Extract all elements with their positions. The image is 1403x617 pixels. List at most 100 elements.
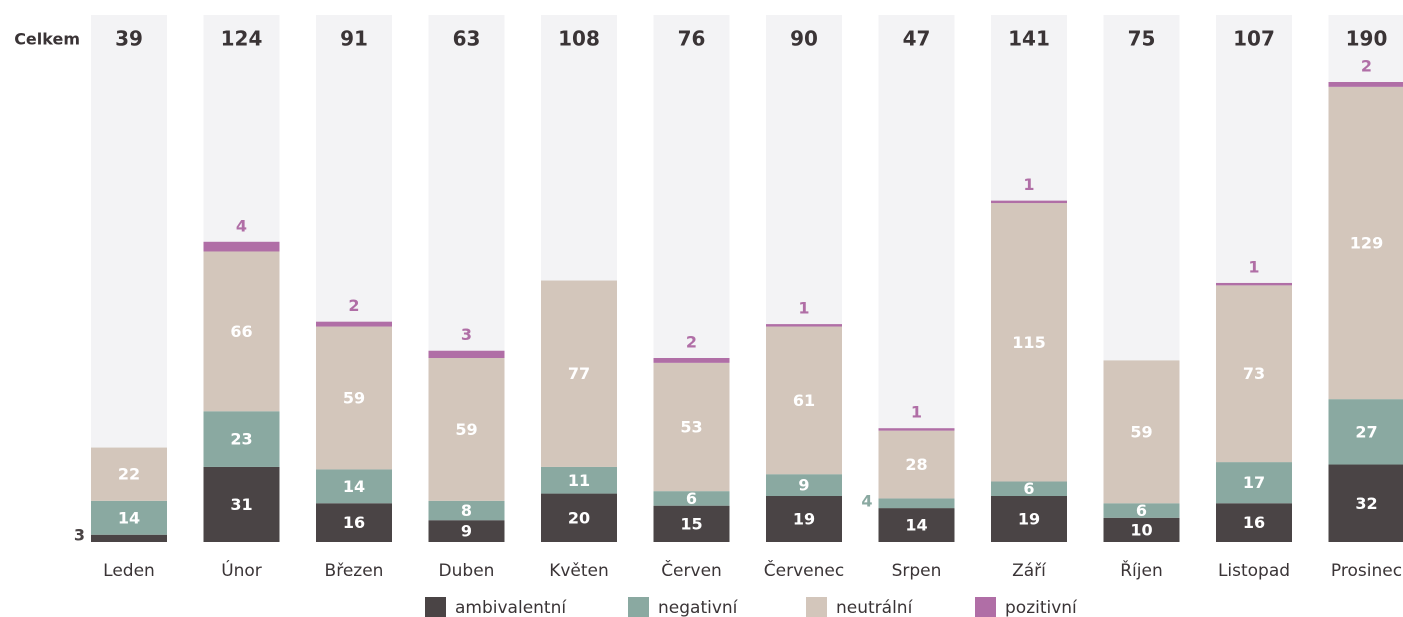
data-label: 9: [798, 476, 809, 495]
total: 47: [903, 27, 931, 51]
data-label: 14: [905, 516, 927, 535]
bar-segment: [316, 326, 392, 470]
bar-segment: [428, 350, 505, 358]
bar-segment: [878, 430, 955, 499]
bar-segment: [1328, 86, 1403, 400]
data-label: 2: [348, 296, 359, 315]
legend-swatch: [975, 597, 996, 617]
data-label: 11: [568, 471, 590, 490]
data-label: 27: [1355, 422, 1377, 441]
data-label: 59: [1130, 422, 1152, 441]
data-label: 6: [1023, 479, 1034, 498]
total: 124: [221, 27, 263, 51]
data-label: 1: [911, 403, 922, 422]
data-label: 129: [1350, 234, 1383, 253]
total: 107: [1233, 27, 1275, 51]
x-tick-label: Leden: [103, 561, 155, 581]
legend-label: ambivalentní: [455, 598, 567, 617]
data-label: 9: [461, 522, 472, 541]
total-label: Celkem: [14, 30, 80, 49]
x-tick-label: Duben: [439, 561, 495, 581]
data-label: 22: [118, 465, 140, 484]
bar-segment: [878, 508, 955, 542]
bar-segment: [1216, 285, 1292, 463]
x-tick-label: Srpen: [892, 561, 942, 581]
data-label: 59: [343, 388, 365, 407]
x-tick-label: Květen: [549, 561, 609, 581]
total: 63: [453, 27, 481, 51]
bar-segment: [316, 321, 392, 327]
total: 91: [340, 27, 368, 51]
bar-segment: [541, 466, 617, 494]
data-label: 2: [686, 333, 697, 352]
data-label: 61: [793, 391, 815, 410]
x-tick-label: Březen: [325, 561, 384, 581]
bar-segment: [766, 326, 842, 475]
bar-segment: [991, 481, 1067, 496]
legend-swatch: [806, 597, 827, 617]
x-tick-label: Červenec: [764, 559, 844, 581]
bar-segment: [653, 358, 730, 363]
x-tick-label: Červen: [661, 559, 722, 581]
total: 76: [678, 27, 706, 51]
bar-segment: [428, 358, 505, 501]
bar-segment: [653, 491, 730, 506]
bar-segment: [1216, 462, 1292, 504]
bar-segment: [1103, 503, 1180, 518]
bar-segment: [878, 428, 955, 431]
data-label: 53: [680, 418, 702, 437]
data-label: 2: [1361, 57, 1372, 76]
bar-segment: [766, 324, 842, 327]
bar-segment: [428, 500, 505, 521]
data-label: 14: [118, 508, 140, 527]
data-label: 4: [861, 492, 872, 511]
data-label: 10: [1130, 520, 1152, 539]
data-label: 1: [798, 299, 809, 318]
data-label: 59: [455, 420, 477, 439]
data-label: 15: [680, 514, 702, 533]
bar-segment: [1328, 399, 1403, 465]
bar-segment: [1216, 503, 1292, 542]
bar-segment: [991, 200, 1067, 204]
data-label: 16: [343, 513, 365, 532]
bar-segment: [91, 534, 167, 542]
data-label: 3: [74, 526, 85, 545]
bar-segment: [1103, 360, 1180, 504]
data-label: 115: [1012, 333, 1045, 352]
data-label: 19: [793, 510, 815, 529]
x-tick-label: Únor: [221, 559, 262, 581]
data-label: 4: [236, 216, 247, 235]
legend-label: neutrální: [836, 598, 914, 617]
data-label: 28: [905, 455, 927, 474]
data-label: 32: [1355, 494, 1377, 513]
total: 108: [558, 27, 600, 51]
data-label: 3: [461, 325, 472, 344]
data-label: 1: [1248, 257, 1259, 276]
bar-segment: [203, 411, 280, 467]
data-label: 6: [686, 489, 697, 508]
bar-segment: [541, 280, 617, 467]
bar-segment: [316, 469, 392, 504]
bar-segment: [316, 503, 392, 542]
bar-segment: [203, 251, 280, 412]
bar-segment: [1103, 517, 1180, 542]
bar-segment: [1328, 82, 1403, 87]
total: 190: [1346, 27, 1388, 51]
data-label: 17: [1243, 473, 1265, 492]
data-label: 6: [1136, 501, 1147, 520]
bar-segment: [91, 447, 167, 501]
total: 75: [1128, 27, 1156, 51]
legend-label: negativní: [658, 598, 739, 617]
data-label: 77: [568, 364, 590, 383]
total: 90: [790, 27, 818, 51]
data-label: 73: [1243, 364, 1265, 383]
data-label: 16: [1243, 513, 1265, 532]
data-label: 1: [1023, 175, 1034, 194]
bar-segment: [766, 496, 842, 542]
data-label: 14: [343, 477, 365, 496]
total: 39: [115, 27, 143, 51]
x-tick-label: Prosinec: [1331, 561, 1402, 581]
bar-segment: [203, 241, 280, 252]
bar-segment: [541, 493, 617, 542]
